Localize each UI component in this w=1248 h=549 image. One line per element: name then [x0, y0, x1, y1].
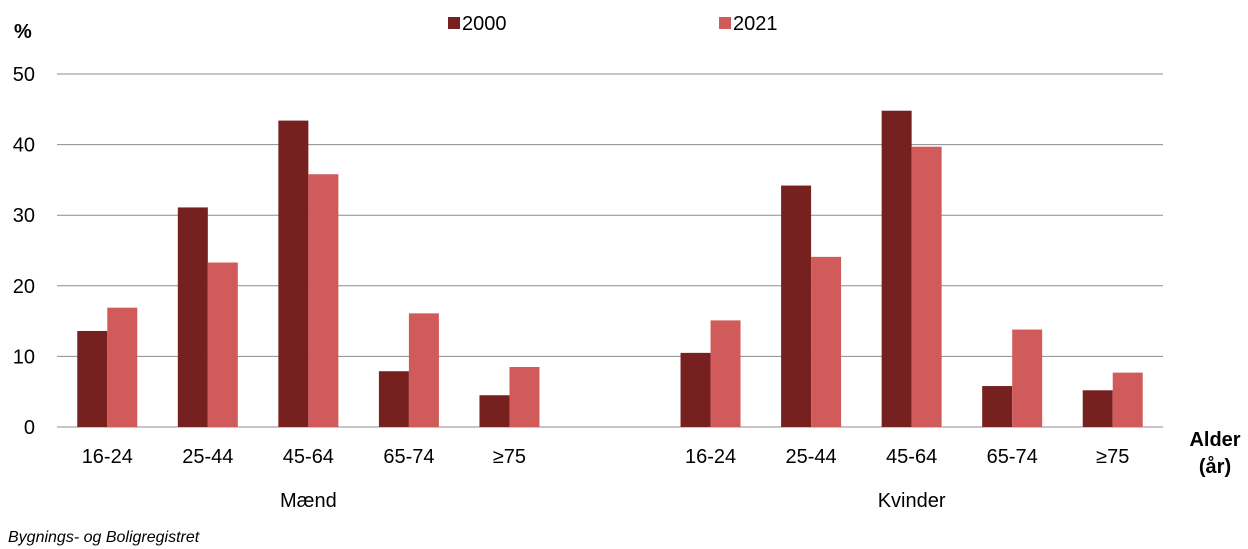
bar-2021 — [408, 313, 439, 427]
x-tick-label: 25-44 — [182, 446, 233, 468]
bar-2021 — [1012, 329, 1043, 427]
x-tick-label: 25-44 — [786, 446, 837, 468]
bar-2021 — [308, 174, 339, 427]
y-tick-label: 50 — [13, 64, 35, 86]
source-note: Bygnings- og Boligregistret — [8, 529, 200, 546]
x-tick-labels: 16-24 25-44 45-64 65-74 ≥75 16-24 25-44 45-64 65… — [82, 446, 1130, 468]
group-labels: Mænd Kvinder — [280, 490, 946, 512]
bar-2000 — [982, 386, 1013, 427]
y-tick-label: 0 — [24, 417, 35, 439]
bar-2000 — [680, 352, 711, 427]
x-tick-label: 65-74 — [383, 446, 434, 468]
x-tick-label: ≥75 — [1096, 446, 1129, 468]
y-axis-label: % — [14, 21, 32, 43]
gridlines — [57, 73, 1163, 428]
bar-2021 — [811, 256, 842, 427]
bars — [77, 110, 1143, 427]
x-tick-label: 16-24 — [82, 446, 133, 468]
x-tick-label: ≥75 — [493, 446, 526, 468]
x-axis-label-line1: Alder — [1189, 429, 1240, 451]
x-tick-label: 45-64 — [886, 446, 937, 468]
legend-label: 2000 — [462, 13, 507, 35]
x-tick-label: 45-64 — [283, 446, 334, 468]
bar-2000 — [479, 395, 510, 427]
x-tick-label: 65-74 — [987, 446, 1038, 468]
bar-2000 — [781, 185, 812, 427]
bar-2021 — [911, 146, 942, 427]
legend: 2000 2021 — [448, 13, 778, 35]
bar-2021 — [710, 320, 741, 427]
y-tick-label: 30 — [13, 205, 35, 227]
bar-2000 — [278, 120, 309, 427]
bar-2000 — [1082, 390, 1113, 427]
x-axis-label-line2: (år) — [1199, 455, 1231, 478]
y-tick-labels: 0 10 20 30 40 50 — [13, 64, 35, 439]
bar-2021 — [509, 366, 540, 427]
bar-2000 — [77, 330, 108, 427]
bar-2021 — [1112, 372, 1143, 427]
bar-2000 — [177, 207, 208, 427]
y-tick-label: 40 — [13, 135, 35, 157]
legend-label: 2021 — [733, 13, 778, 35]
legend-swatch — [448, 17, 460, 29]
group-label: Mænd — [280, 490, 337, 512]
bar-2021 — [207, 262, 238, 427]
bar-2021 — [107, 307, 138, 427]
y-tick-label: 20 — [13, 276, 35, 298]
group-label: Kvinder — [878, 490, 946, 512]
bar-2000 — [881, 110, 912, 427]
bar-2000 — [378, 371, 409, 427]
y-tick-label: 10 — [13, 346, 35, 368]
legend-swatch — [719, 17, 731, 29]
x-tick-label: 16-24 — [685, 446, 736, 468]
